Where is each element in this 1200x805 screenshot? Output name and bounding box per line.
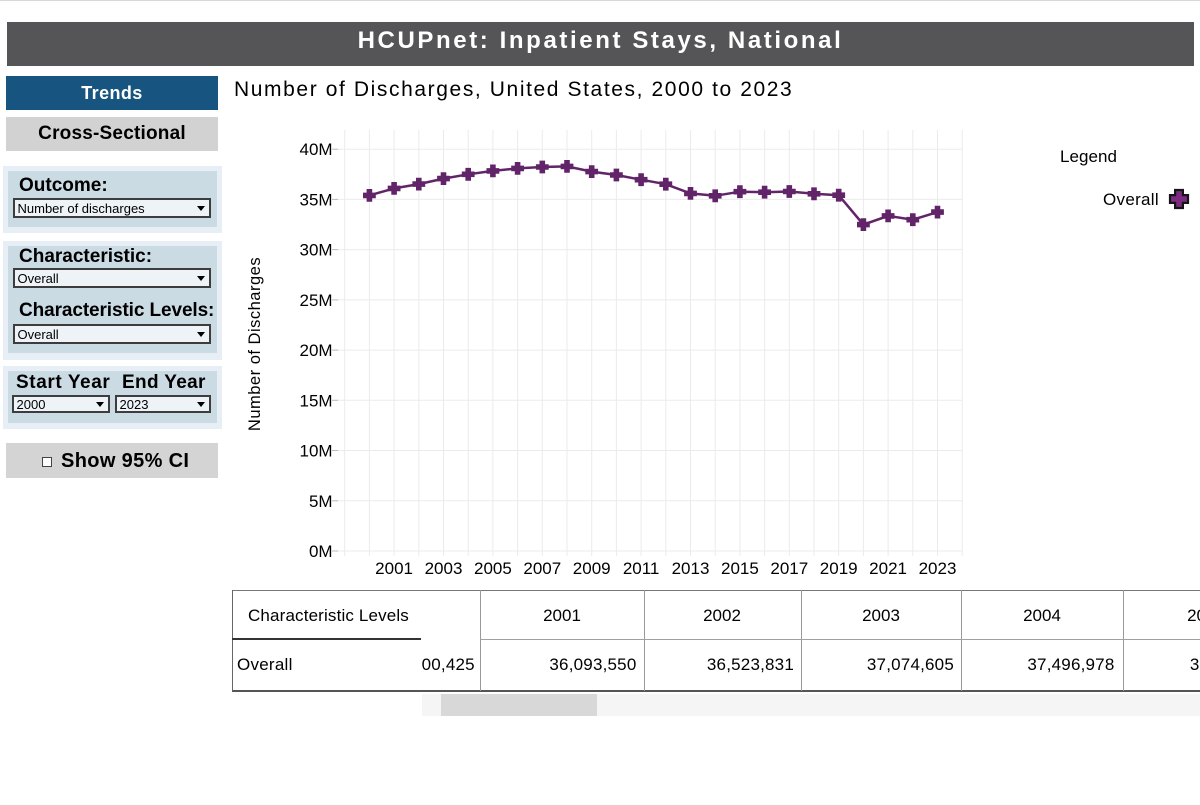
svg-text:2017: 2017 xyxy=(770,559,808,578)
svg-text:2013: 2013 xyxy=(672,559,710,578)
svg-text:Number of Discharges: Number of Discharges xyxy=(246,257,264,431)
svg-text:40M: 40M xyxy=(300,140,333,159)
svg-text:2021: 2021 xyxy=(869,559,907,578)
svg-text:2005: 2005 xyxy=(474,559,512,578)
svg-text:20M: 20M xyxy=(300,341,333,360)
svg-text:2015: 2015 xyxy=(721,559,759,578)
svg-text:2001: 2001 xyxy=(375,559,413,578)
svg-text:2023: 2023 xyxy=(919,559,957,578)
svg-text:2003: 2003 xyxy=(425,559,463,578)
svg-text:0M: 0M xyxy=(309,542,333,561)
svg-text:35M: 35M xyxy=(300,190,333,209)
svg-text:2019: 2019 xyxy=(820,559,858,578)
svg-text:25M: 25M xyxy=(300,291,333,310)
svg-text:5M: 5M xyxy=(309,492,333,511)
svg-text:15M: 15M xyxy=(300,391,333,410)
svg-text:30M: 30M xyxy=(300,241,333,260)
svg-text:2007: 2007 xyxy=(523,559,561,578)
svg-text:2011: 2011 xyxy=(623,559,660,578)
svg-text:10M: 10M xyxy=(300,442,333,461)
svg-text:2009: 2009 xyxy=(573,559,611,578)
